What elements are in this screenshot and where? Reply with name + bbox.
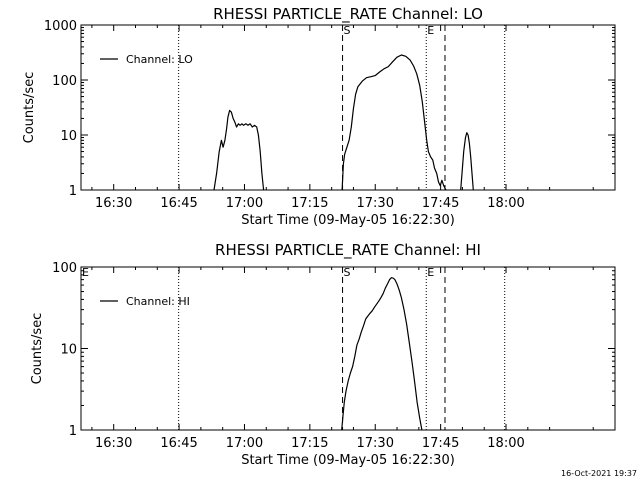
y-axis-label: Counts/sec	[22, 72, 37, 144]
marker-label: S	[344, 24, 351, 37]
panel-hi: RHESSI PARTICLE_RATE Channel: HI 16:30 16:…	[30, 241, 616, 468]
chart-title: RHESSI PARTICLE_RATE Channel: LO	[213, 5, 483, 24]
y-tick-label: 100	[52, 261, 77, 276]
series-line	[460, 132, 474, 191]
plot-frame	[80, 266, 616, 431]
x-axis-label: Start Time (09-May-05 16:22:30)	[241, 453, 455, 468]
marker-label: S	[344, 266, 351, 279]
series-line	[341, 54, 447, 191]
x-tick-label: 17:45	[422, 436, 459, 451]
timestamp-label: 16-Oct-2021 19:37	[561, 469, 637, 478]
y-tick-label: 1	[69, 424, 77, 439]
x-tick-label: 16:30	[95, 436, 132, 451]
marker-label: E	[427, 266, 434, 279]
marker-label: E	[427, 24, 434, 37]
x-tick-label: 17:00	[226, 436, 263, 451]
x-tick-label: 17:30	[357, 196, 394, 211]
x-tick-label: 16:45	[160, 196, 197, 211]
y-tick-label: 1	[69, 184, 77, 199]
plot-frame	[80, 24, 616, 191]
series-line	[213, 109, 265, 191]
y-tick-label: 10	[60, 129, 77, 144]
y-axis-label: Counts/sec	[30, 313, 45, 385]
x-tick-label: 18:00	[487, 436, 524, 451]
series-line	[341, 277, 423, 431]
x-tick-label: 17:15	[291, 436, 328, 451]
x-tick-label: 17:00	[226, 196, 263, 211]
corner-mark-label: E	[82, 266, 89, 279]
y-tick-label: 1000	[44, 19, 77, 34]
legend-label: Channel: HI	[126, 295, 190, 308]
x-tick-label: 17:30	[357, 436, 394, 451]
panel-lo: RHESSI PARTICLE_RATE Channel: LO 16:30 16:…	[22, 5, 616, 228]
legend-label: Channel: LO	[126, 53, 193, 66]
x-tick-label: 16:45	[160, 436, 197, 451]
x-tick-label: 18:00	[487, 196, 524, 211]
x-tick-label: 17:15	[291, 196, 328, 211]
chart-title: RHESSI PARTICLE_RATE Channel: HI	[215, 241, 481, 260]
x-tick-label: 17:45	[422, 196, 459, 211]
y-tick-label: 10	[60, 343, 77, 358]
x-tick-label: 16:30	[95, 196, 132, 211]
x-axis-label: Start Time (09-May-05 16:22:30)	[241, 213, 455, 228]
y-tick-label: 100	[52, 74, 77, 89]
